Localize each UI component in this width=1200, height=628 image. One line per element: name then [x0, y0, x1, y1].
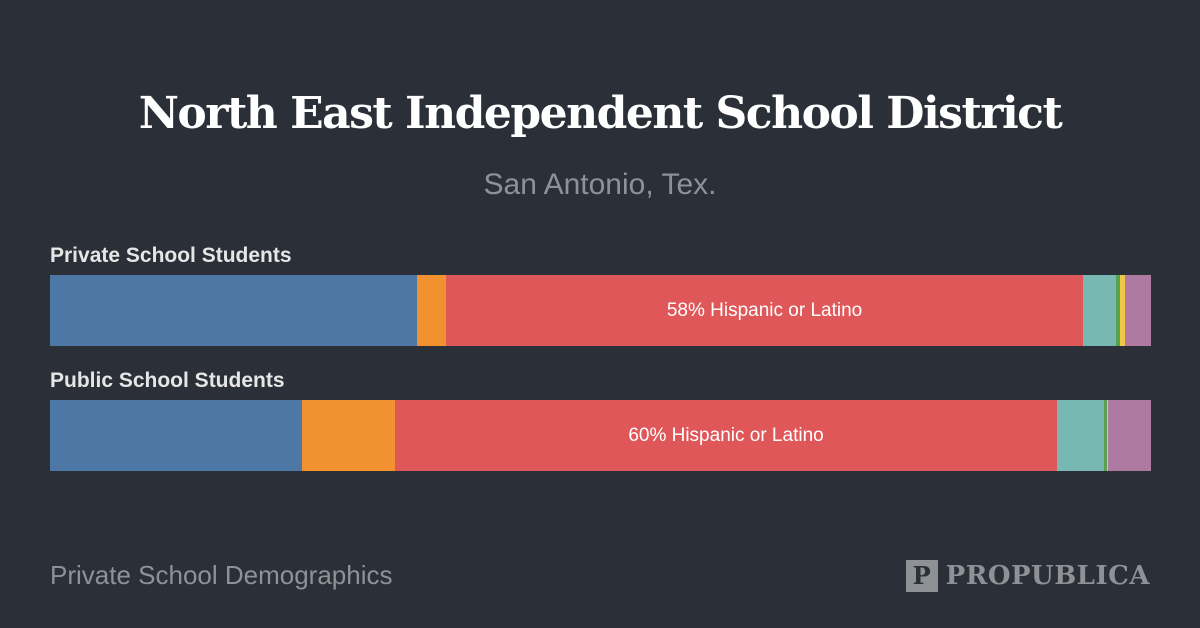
- propublica-wordmark: PROPUBLICA: [945, 561, 1150, 591]
- bar-public: 60% Hispanic or Latino: [50, 400, 1151, 471]
- chart-subtitle: San Antonio, Tex.: [483, 168, 717, 201]
- propublica-logo-icon: P: [905, 560, 938, 592]
- bar-segment: [1125, 275, 1151, 346]
- bar-segment: [50, 400, 303, 471]
- bar-segment: [1115, 275, 1121, 346]
- row-label-public: Public School Students: [50, 369, 285, 392]
- footer-text: Private School Demographics: [50, 560, 393, 590]
- propublica-logo[interactable]: P PROPUBLICA: [905, 560, 1150, 592]
- segment-label: 60% Hispanic or Latino: [628, 425, 824, 446]
- bar-segment: [1108, 400, 1151, 471]
- bar-segment: [1057, 400, 1104, 471]
- bar-private: 58% Hispanic or Latino: [50, 275, 1151, 346]
- bar-segment: [394, 400, 1058, 471]
- bar-segment: [446, 275, 1083, 346]
- bar-segment: [302, 400, 395, 471]
- bar-segment: [50, 275, 417, 346]
- bar-segment: [416, 275, 447, 346]
- bar-segment: [1103, 400, 1107, 471]
- chart-title: North East Independent School District: [138, 88, 1063, 139]
- row-label-private: Private School Students: [50, 244, 292, 267]
- bar-segment: [1120, 275, 1126, 346]
- bar-segment: [1082, 275, 1116, 346]
- bar-segment: [1106, 400, 1109, 471]
- segment-label: 58% Hispanic or Latino: [666, 300, 863, 321]
